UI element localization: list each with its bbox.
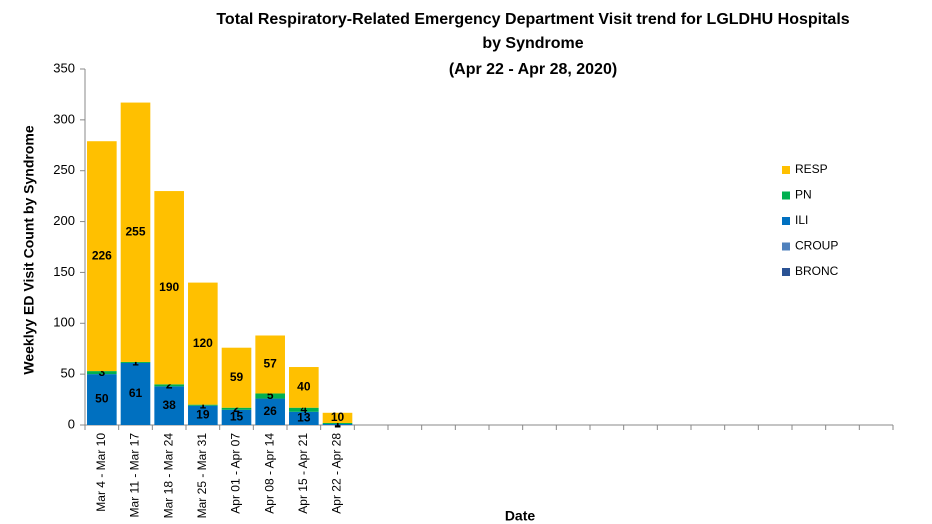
- y-tick-label: 150: [53, 264, 75, 279]
- chart-title: by Syndrome: [482, 35, 583, 52]
- data-label: 15: [230, 410, 244, 424]
- bar-segment: [188, 282, 218, 405]
- legend-label: PN: [795, 188, 812, 202]
- data-label: 50: [95, 392, 109, 406]
- x-tick-label: Mar 25 - Mar 31: [195, 433, 209, 519]
- legend-label: CROUP: [795, 239, 838, 253]
- bar-segment: [87, 141, 117, 372]
- bar-segment: [188, 405, 218, 425]
- chart-title: (Apr 22 - Apr 28, 2020): [449, 61, 617, 78]
- bar-segment: [322, 412, 353, 423]
- legend-swatch: [782, 191, 790, 200]
- data-label: 19: [196, 408, 210, 422]
- data-label: 2: [166, 378, 173, 392]
- bar-segment: [289, 411, 319, 425]
- data-label: 61: [129, 386, 143, 400]
- x-tick-label: Apr 01 - Apr 07: [229, 433, 243, 514]
- data-label: 59: [230, 370, 244, 384]
- bar-segment: [221, 407, 252, 410]
- data-label: 5: [267, 388, 274, 402]
- legend-swatch: [782, 166, 790, 174]
- legend-label: BRONC: [795, 264, 839, 278]
- bar-segment: [120, 362, 151, 425]
- bar-segment: [154, 384, 184, 387]
- legend-swatch: [782, 268, 790, 276]
- bar-segment: [154, 386, 184, 425]
- data-label: 2: [233, 401, 240, 415]
- bar-segment: [87, 371, 117, 375]
- y-tick-label: 350: [53, 60, 75, 75]
- data-label: 57: [263, 357, 277, 371]
- chart-title: Total Respiratory-Related Emergency Depa…: [216, 11, 849, 28]
- bar-segment: [322, 423, 353, 425]
- data-label: 40: [297, 380, 311, 394]
- bar-segment: [154, 191, 184, 385]
- x-tick-label: Mar 4 - Mar 10: [94, 433, 108, 512]
- y-tick-label: 0: [68, 416, 75, 431]
- x-tick-label: Mar 11 - Mar 17: [128, 433, 142, 518]
- data-label: 26: [263, 404, 277, 418]
- bar-segment: [255, 335, 285, 394]
- x-axis-label: Date: [505, 508, 536, 524]
- x-tick-label: Apr 15 - Apr 21: [296, 433, 310, 514]
- x-tick-label: Apr 08 - Apr 14: [262, 433, 276, 514]
- y-tick-label: 250: [53, 162, 75, 177]
- data-label: 190: [159, 280, 179, 294]
- bar-segment: [221, 347, 252, 408]
- data-label: 13: [297, 411, 311, 425]
- bar-segment: [255, 398, 285, 425]
- x-tick-label: Apr 22 - Apr 28: [330, 433, 344, 514]
- data-label: 38: [162, 398, 176, 412]
- data-label: 4: [300, 402, 307, 416]
- data-label: 226: [92, 248, 112, 262]
- legend-label: ILI: [795, 213, 808, 227]
- y-axis-label: Weeklyy ED Visit Count by Syndrome: [21, 125, 37, 374]
- bar-segment: [120, 361, 151, 363]
- y-tick-label: 300: [53, 111, 75, 126]
- legend-swatch: [782, 242, 790, 251]
- data-label: 10: [331, 410, 345, 424]
- y-tick-label: 100: [53, 315, 75, 330]
- legend-swatch: [782, 217, 790, 225]
- bar-segment: [221, 409, 252, 425]
- data-label: 3: [98, 365, 105, 379]
- bar-segment: [255, 393, 285, 399]
- bar-segment: [322, 422, 353, 424]
- y-tick-label: 200: [53, 213, 75, 228]
- bar-segment: [289, 407, 319, 412]
- bar-segment: [188, 404, 218, 406]
- bar-segment: [87, 374, 117, 425]
- x-tick-label: Mar 18 - Mar 24: [161, 433, 175, 519]
- legend-label: RESP: [795, 162, 828, 176]
- data-label: 120: [193, 336, 213, 350]
- bar-segment: [120, 102, 151, 362]
- data-label: 255: [125, 224, 145, 238]
- y-tick-label: 50: [61, 366, 75, 381]
- bar-segment: [289, 367, 319, 408]
